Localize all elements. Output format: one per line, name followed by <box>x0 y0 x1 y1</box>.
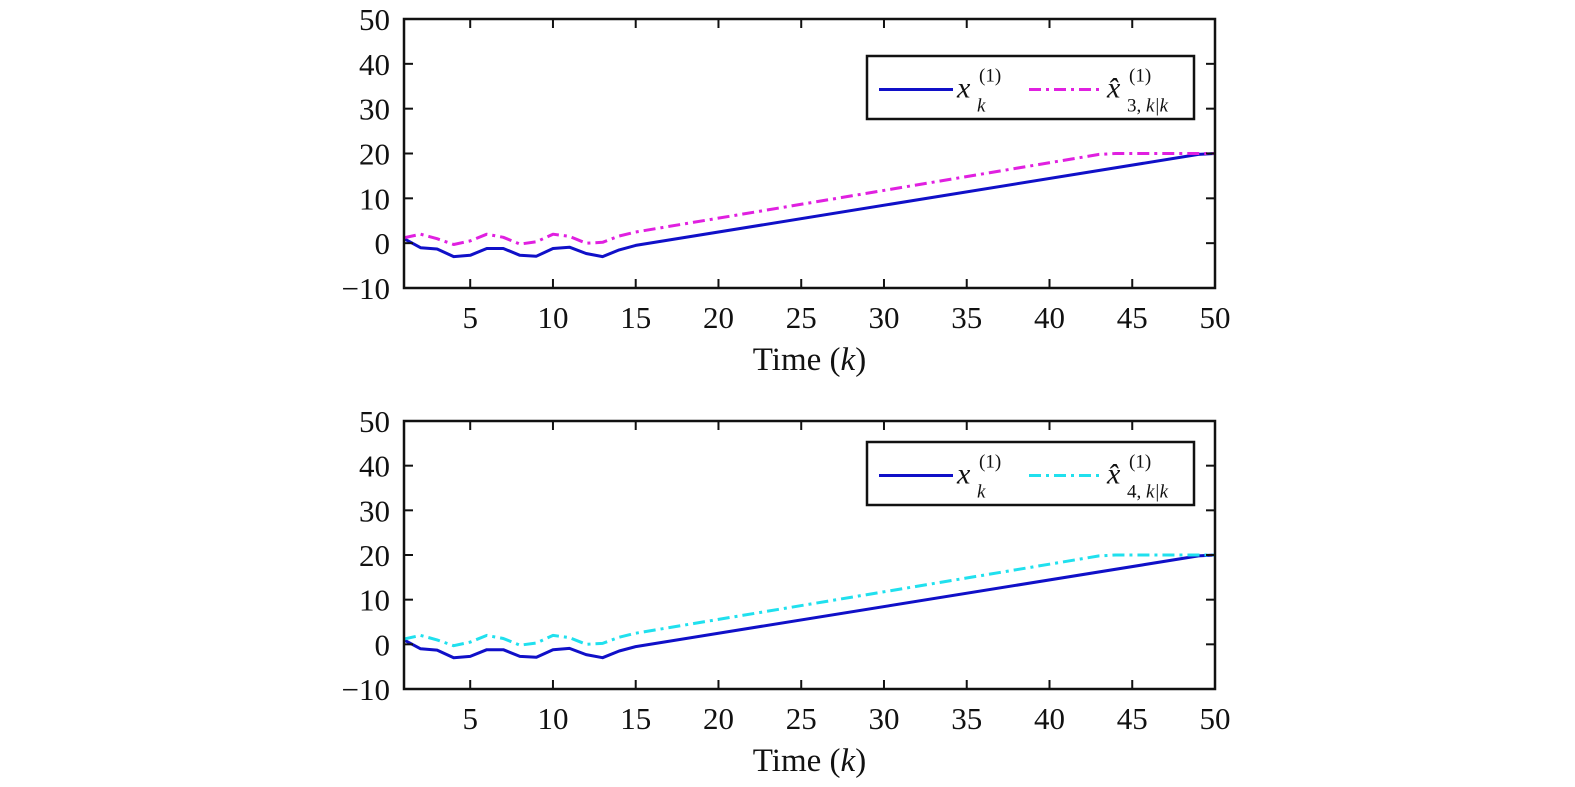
legend-sup-0: (1) <box>979 452 1001 473</box>
legend-sup-0: (1) <box>979 66 1001 87</box>
x-tick-label: 45 <box>1117 300 1148 335</box>
y-tick-label: 10 <box>359 181 390 216</box>
series-line-0 <box>404 553 1215 660</box>
legend-label-0: x <box>956 72 971 105</box>
y-tick-label: 50 <box>359 2 390 37</box>
x-tick-label: 25 <box>786 300 817 335</box>
x-tick-label: 45 <box>1117 701 1148 736</box>
x-tick-label: 50 <box>1200 300 1231 335</box>
x-axis-label: Time (k) <box>753 342 866 378</box>
y-tick-label: 10 <box>359 583 390 618</box>
x-tick-label: 40 <box>1034 701 1065 736</box>
legend-label-1: x̂ <box>1106 72 1121 105</box>
x-tick-label: 10 <box>537 300 568 335</box>
y-tick-label: 20 <box>359 538 390 573</box>
x-tick-label: 10 <box>537 701 568 736</box>
legend-box <box>865 54 1196 121</box>
chart-top: 5 10 15 20 25 30 35 40 45 50 −10 0 10 20 30 40 50 Time (k… <box>342 2 1231 378</box>
x-tick-label: 5 <box>462 701 478 736</box>
x-tick-label: 30 <box>868 701 899 736</box>
legend-sub-0: k <box>977 96 986 117</box>
series-line-1 <box>404 553 1215 648</box>
x-tick-label: 25 <box>786 701 817 736</box>
legend-label-1: x̂ <box>1106 458 1121 491</box>
y-tick-label: −10 <box>342 271 390 306</box>
x-tick-label: 15 <box>620 701 651 736</box>
y-tick-label: 20 <box>359 137 390 172</box>
legend-sub-0: k <box>977 482 986 503</box>
y-tick-label: 40 <box>359 47 390 82</box>
x-tick-label: 35 <box>951 701 982 736</box>
x-tick-label: 20 <box>703 701 734 736</box>
series-line-1 <box>404 152 1215 246</box>
x-axis-label: Time (k) <box>753 743 866 779</box>
legend-sub-1: 3, k|k <box>1127 96 1169 117</box>
x-tick-label: 40 <box>1034 300 1065 335</box>
x-tick-label: 50 <box>1200 701 1231 736</box>
legend-sub-1: 4, k|k <box>1127 482 1169 503</box>
y-tick-label: −10 <box>342 672 390 707</box>
y-tick-label: 0 <box>375 226 391 261</box>
y-tick-label: 40 <box>359 449 390 484</box>
legend-sup-1: (1) <box>1129 66 1151 87</box>
legend-box <box>865 440 1196 507</box>
chart-bottom: 5 10 15 20 25 30 35 40 45 50 −10 0 10 20 30 40 50 Time (k… <box>342 404 1231 779</box>
legend-label-0: x <box>956 458 971 491</box>
legend: x (1) k x̂ (1) 3, k|k <box>865 54 1196 121</box>
y-tick-label: 30 <box>359 92 390 127</box>
series-line-0 <box>404 152 1215 259</box>
y-tick-label: 30 <box>359 493 390 528</box>
legend-sup-1: (1) <box>1129 452 1151 473</box>
y-tick-label: 0 <box>375 627 391 662</box>
x-tick-label: 20 <box>703 300 734 335</box>
y-tick-label: 50 <box>359 404 390 439</box>
x-tick-label: 30 <box>868 300 899 335</box>
x-tick-label: 35 <box>951 300 982 335</box>
x-tick-label: 15 <box>620 300 651 335</box>
legend: x (1) k x̂ (1) 4, k|k <box>865 440 1196 507</box>
x-tick-label: 5 <box>462 300 478 335</box>
